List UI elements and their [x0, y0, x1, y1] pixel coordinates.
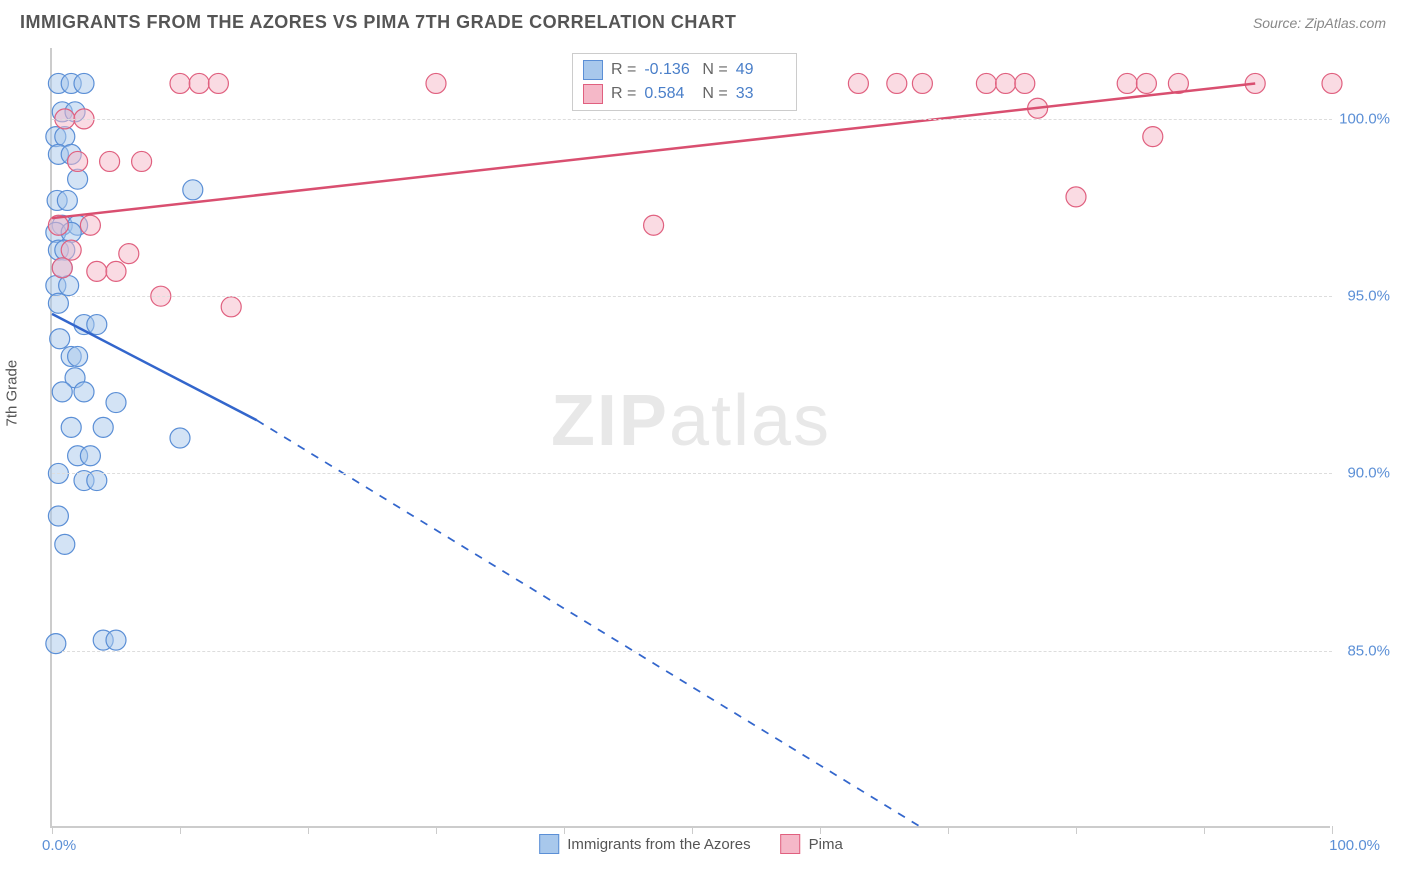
data-point-pima: [1066, 187, 1086, 207]
data-point-pima: [208, 73, 228, 93]
r-value-azores: -0.136: [644, 61, 694, 79]
data-point-pima: [1136, 73, 1156, 93]
data-point-pima: [887, 73, 907, 93]
data-point-pima: [68, 151, 88, 171]
chart-container: 7th Grade ZIPatlas R = -0.136 N = 49 R =…: [50, 48, 1390, 848]
data-point-azores: [80, 446, 100, 466]
legend-swatch-pima: [781, 834, 801, 854]
x-axis-min-label: 0.0%: [42, 837, 76, 854]
data-point-pima: [189, 73, 209, 93]
stats-row-azores: R = -0.136 N = 49: [583, 58, 786, 82]
x-tick: [52, 826, 53, 834]
data-point-azores: [93, 417, 113, 437]
y-tick-label: 90.0%: [1347, 465, 1390, 482]
data-point-azores: [59, 276, 79, 296]
y-tick-label: 95.0%: [1347, 288, 1390, 305]
plot-svg: [52, 48, 1332, 828]
data-point-pima: [132, 151, 152, 171]
x-tick: [180, 826, 181, 834]
data-point-azores: [52, 382, 72, 402]
data-point-pima: [1117, 73, 1137, 93]
legend-item-azores: Immigrants from the Azores: [539, 834, 750, 854]
data-point-azores: [183, 180, 203, 200]
data-point-pima: [119, 244, 139, 264]
x-tick: [948, 826, 949, 834]
data-point-pima: [1322, 73, 1342, 93]
x-axis-max-label: 100.0%: [1329, 837, 1380, 854]
data-point-pima: [912, 73, 932, 93]
r-label: R =: [611, 61, 636, 79]
chart-title: IMMIGRANTS FROM THE AZORES VS PIMA 7TH G…: [20, 12, 736, 33]
swatch-azores: [583, 60, 603, 80]
x-tick: [436, 826, 437, 834]
data-point-azores: [68, 346, 88, 366]
plot-area: ZIPatlas R = -0.136 N = 49 R = 0.584 N =…: [50, 48, 1330, 828]
data-point-azores: [106, 393, 126, 413]
data-point-azores: [61, 417, 81, 437]
data-point-pima: [100, 151, 120, 171]
n-label: N =: [702, 85, 727, 103]
n-value-azores: 49: [736, 61, 786, 79]
n-label: N =: [702, 61, 727, 79]
data-point-pima: [426, 73, 446, 93]
x-tick: [564, 826, 565, 834]
x-tick: [308, 826, 309, 834]
header: IMMIGRANTS FROM THE AZORES VS PIMA 7TH G…: [0, 0, 1406, 41]
data-point-azores: [170, 428, 190, 448]
data-point-pima: [80, 215, 100, 235]
x-tick: [1332, 826, 1333, 834]
y-axis-title: 7th Grade: [4, 360, 21, 427]
stats-row-pima: R = 0.584 N = 33: [583, 82, 786, 106]
gridline-h: [52, 119, 1332, 120]
data-point-pima: [996, 73, 1016, 93]
trendline-azores: [52, 314, 257, 420]
data-point-pima: [1143, 127, 1163, 147]
data-point-pima: [52, 258, 72, 278]
legend-label-azores: Immigrants from the Azores: [567, 836, 750, 853]
n-value-pima: 33: [736, 85, 786, 103]
r-label: R =: [611, 85, 636, 103]
stats-box: R = -0.136 N = 49 R = 0.584 N = 33: [572, 53, 797, 111]
data-point-azores: [55, 534, 75, 554]
trendline-dashed-azores: [257, 420, 923, 828]
x-tick: [820, 826, 821, 834]
data-point-azores: [48, 506, 68, 526]
data-point-azores: [106, 630, 126, 650]
x-tick: [1076, 826, 1077, 834]
x-tick: [692, 826, 693, 834]
data-point-pima: [976, 73, 996, 93]
data-point-azores: [74, 382, 94, 402]
data-point-pima: [644, 215, 664, 235]
data-point-pima: [170, 73, 190, 93]
gridline-h: [52, 473, 1332, 474]
gridline-h: [52, 651, 1332, 652]
source-attribution: Source: ZipAtlas.com: [1253, 15, 1386, 31]
data-point-azores: [68, 169, 88, 189]
data-point-pima: [1015, 73, 1035, 93]
r-value-pima: 0.584: [644, 85, 694, 103]
bottom-legend: Immigrants from the Azores Pima: [539, 834, 843, 854]
legend-label-pima: Pima: [809, 836, 843, 853]
legend-swatch-azores: [539, 834, 559, 854]
y-tick-label: 100.0%: [1339, 110, 1390, 127]
data-point-azores: [55, 127, 75, 147]
data-point-azores: [87, 315, 107, 335]
data-point-pima: [221, 297, 241, 317]
x-tick: [1204, 826, 1205, 834]
data-point-pima: [106, 261, 126, 281]
y-tick-label: 85.0%: [1347, 642, 1390, 659]
data-point-azores: [74, 73, 94, 93]
legend-item-pima: Pima: [781, 834, 843, 854]
data-point-pima: [87, 261, 107, 281]
data-point-pima: [848, 73, 868, 93]
data-point-azores: [57, 190, 77, 210]
data-point-azores: [50, 329, 70, 349]
gridline-h: [52, 296, 1332, 297]
swatch-pima: [583, 84, 603, 104]
data-point-pima: [61, 240, 81, 260]
